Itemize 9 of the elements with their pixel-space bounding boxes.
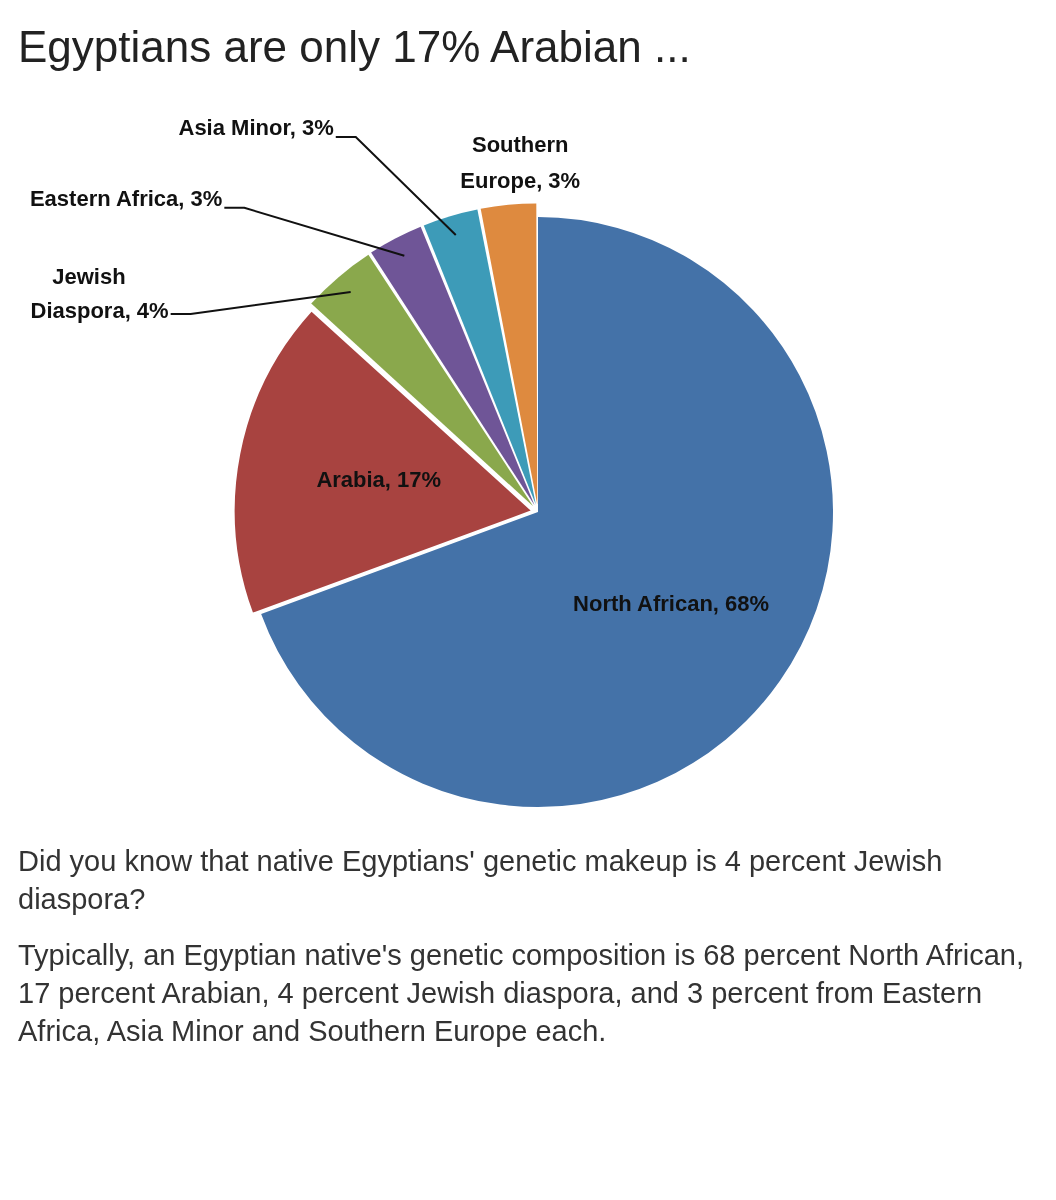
slice-label: Arabia, 17% [316, 467, 442, 493]
slice-label: Southern Europe, 3% [460, 132, 581, 194]
slice-label: Eastern Africa, 3% [29, 185, 223, 211]
chart-title: Egyptians are only 17% Arabian ... [17, 21, 692, 72]
slice-label: Jewish Diaspora, 4% [30, 264, 169, 323]
text: Did you know that native Egyptians' genetic makeup is 4 percent Jewish diaspora? [18, 844, 944, 917]
slice-label: Asia Minor, 3% [178, 115, 334, 141]
text: Typically, an Egyptian native's genetic composition is 68 percent North African, 17 percent Arabian, 4 percent Jewish diaspora, and 3 percent from Eastern Africa, Asia Minor and Southern Europe each. [18, 938, 1026, 1049]
slice-label: North African, 68% [573, 590, 770, 616]
